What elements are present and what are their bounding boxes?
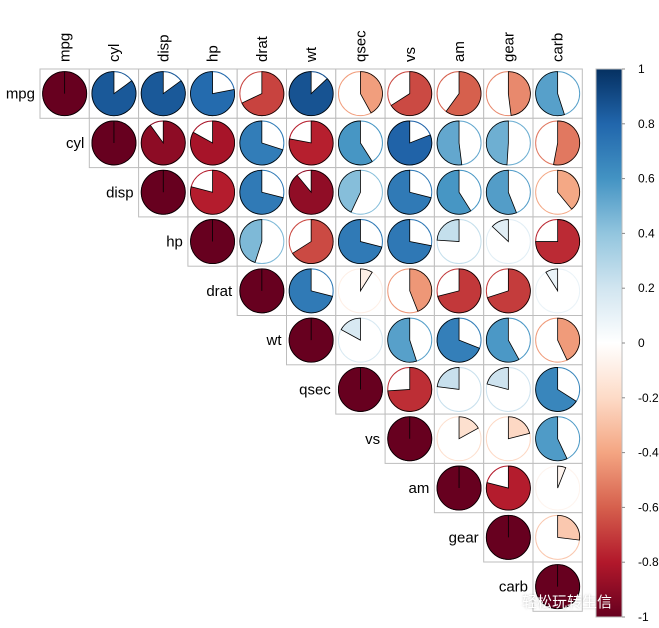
- pie-wedge: [436, 219, 460, 242]
- row-label-vs: vs: [365, 431, 380, 448]
- pie-wedge: [557, 317, 581, 361]
- column-label-mpg: mpg: [57, 33, 74, 62]
- pie-wedge: [485, 120, 509, 166]
- row-label-qsec: qsec: [299, 381, 331, 398]
- column-label-carb: carb: [550, 33, 567, 62]
- colorbar-tick-label: 0.4: [638, 226, 655, 240]
- pie-wedge: [239, 120, 284, 166]
- pie-wedge: [241, 71, 285, 117]
- pie-wedge: [387, 219, 432, 264]
- pie-wedge: [190, 71, 235, 117]
- colorbar-tick-label: 0.8: [638, 117, 655, 131]
- pie-wedge: [338, 169, 361, 213]
- pie-wedge: [436, 367, 460, 390]
- pie-wedge: [485, 169, 517, 215]
- pie-wedge: [535, 219, 581, 264]
- pie-wedge: [436, 120, 463, 166]
- column-label-hp: hp: [205, 45, 222, 62]
- pie-wedge: [338, 219, 383, 264]
- column-label-disp: disp: [155, 34, 172, 62]
- row-label-mpg: mpg: [6, 86, 35, 103]
- pie-wedge: [288, 71, 334, 117]
- column-label-vs: vs: [402, 47, 419, 62]
- colorbar: [595, 68, 623, 618]
- pie-wedge: [288, 268, 333, 314]
- row-label-carb: carb: [499, 579, 528, 596]
- column-label-qsec: qsec: [352, 30, 369, 62]
- pie-wedge: [239, 219, 263, 263]
- pie-wedge: [507, 71, 531, 116]
- pie-wedge: [387, 120, 433, 166]
- colorbar-tick-label: 0.2: [638, 281, 655, 295]
- colorbar-tick-label: 0.6: [638, 172, 655, 186]
- row-label-wt: wt: [266, 332, 283, 349]
- column-label-gear: gear: [500, 32, 517, 62]
- pie-wedge: [409, 268, 433, 312]
- pie-wedge: [140, 71, 186, 117]
- pie-wedge: [535, 71, 565, 117]
- pie-wedge: [390, 71, 433, 117]
- pie-wedge: [360, 71, 383, 114]
- pie-wedge: [535, 367, 577, 412]
- colorbar-tick-label: -0.4: [638, 446, 659, 460]
- colorbar-tick-label: -0.6: [638, 500, 659, 514]
- row-label-am: am: [409, 480, 430, 497]
- pie-wedge: [557, 514, 581, 541]
- pie-wedge: [288, 120, 334, 166]
- pie-wedge: [486, 465, 531, 511]
- watermark-text: 轻松玩转生信: [522, 592, 613, 611]
- pie-wedge: [437, 268, 482, 314]
- colorbar-tick-label: -0.2: [638, 391, 659, 405]
- pie-wedge: [557, 465, 567, 489]
- pie-wedge: [360, 268, 373, 293]
- column-label-cyl: cyl: [106, 44, 123, 62]
- pie-wedge: [436, 169, 472, 215]
- colorbar-tick-label: -0.8: [638, 555, 659, 569]
- pie-wedge: [486, 268, 531, 314]
- pie-wedge: [340, 317, 361, 341]
- wechat-icon: [500, 593, 518, 608]
- pie-wedge: [288, 169, 334, 215]
- pie-wedge: [436, 317, 481, 363]
- pie-wedge: [338, 120, 373, 166]
- column-label-drat: drat: [254, 35, 271, 62]
- row-label-disp: disp: [106, 184, 134, 201]
- pie-wedge: [485, 317, 520, 363]
- pie-wedge: [545, 268, 559, 293]
- pie-wedge: [140, 120, 186, 166]
- pie-wedge: [239, 169, 284, 215]
- row-label-drat: drat: [206, 283, 233, 300]
- row-label-gear: gear: [449, 529, 479, 546]
- pie-wedge: [458, 416, 479, 440]
- row-label-cyl: cyl: [66, 135, 84, 152]
- pie-wedge: [553, 120, 581, 166]
- pie-wedge: [507, 416, 531, 440]
- pie-wedge: [91, 71, 137, 117]
- column-label-wt: wt: [303, 46, 320, 63]
- pie-wedge: [190, 120, 235, 166]
- column-label-am: am: [451, 41, 468, 62]
- colorbar-tick-label: 1: [638, 62, 645, 76]
- colorbar-tick-label: -1: [638, 610, 649, 624]
- pie-wedge: [387, 169, 432, 215]
- pie-wedge: [387, 317, 418, 363]
- pie-wedge: [535, 416, 568, 462]
- pie-wedge: [445, 71, 482, 117]
- pie-wedge: [557, 169, 581, 210]
- pie-wedge: [387, 367, 433, 412]
- pie-wedge: [292, 219, 334, 264]
- pie-wedge: [190, 169, 235, 215]
- pie-wedge: [491, 219, 509, 243]
- colorbar-tick-label: 0: [638, 336, 645, 350]
- watermark: 轻松玩转生信: [500, 586, 659, 616]
- pie-wedge: [486, 367, 509, 390]
- row-label-hp: hp: [166, 234, 183, 251]
